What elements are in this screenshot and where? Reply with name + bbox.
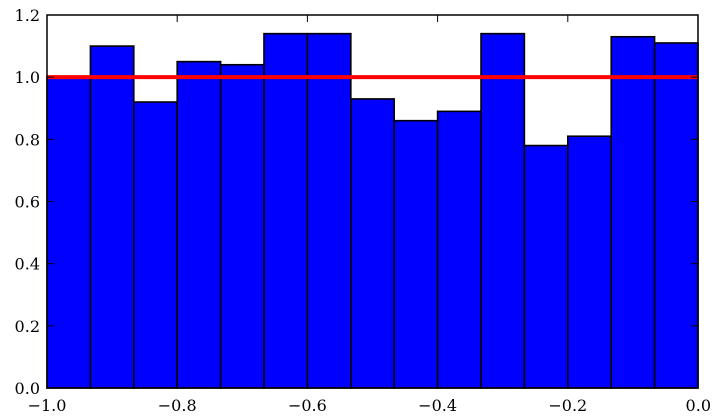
x-tick-label: −1.0 (28, 396, 67, 415)
histogram-bar (306, 32, 352, 389)
y-tick-label: 1.2 (15, 6, 40, 25)
histogram-bar (436, 110, 482, 389)
y-tick-label: 0.8 (15, 130, 40, 149)
bars-group (46, 32, 699, 389)
x-tick-label: −0.8 (158, 396, 197, 415)
x-tick-labels: −1.0 −0.8 −0.6 −0.4 −0.2 0.0 (28, 396, 711, 415)
histogram-bar (219, 63, 265, 389)
y-tick-labels: 0.0 0.2 0.4 0.6 0.8 1.0 1.2 (15, 6, 40, 398)
x-tick-label: −0.2 (548, 396, 587, 415)
histogram-bar (176, 60, 222, 389)
x-tick-label: −0.4 (418, 396, 457, 415)
histogram-bar (610, 35, 656, 389)
y-tick-label: 0.4 (15, 255, 40, 274)
histogram-bar (653, 42, 699, 389)
y-tick-label: 0.6 (15, 193, 40, 212)
ticks-group (46, 14, 699, 389)
histogram-bar (263, 32, 309, 389)
histogram-bar (480, 32, 526, 389)
histogram-bar (393, 119, 439, 389)
y-tick-label: 0.0 (15, 379, 40, 398)
y-tick-label: 1.0 (15, 68, 40, 87)
histogram-bar (523, 144, 569, 389)
histogram-bar (350, 98, 395, 389)
y-tick-label: 0.2 (15, 317, 40, 336)
histogram-bar (46, 76, 92, 389)
histogram-bar (566, 135, 613, 389)
x-tick-label: 0.0 (686, 396, 711, 415)
histogram-bar (132, 101, 179, 389)
histogram-bar (89, 45, 135, 389)
x-tick-label: −0.6 (288, 396, 327, 415)
